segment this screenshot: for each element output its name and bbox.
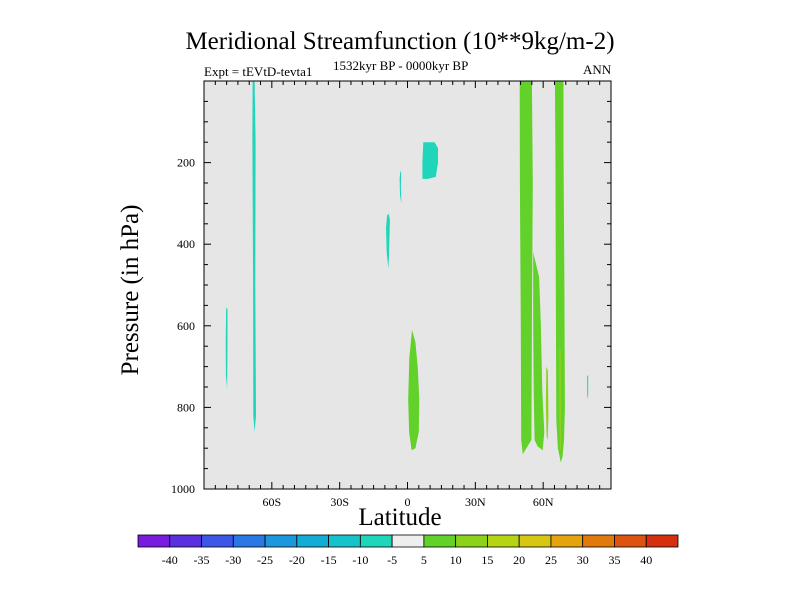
colorbar-swatch [359,534,393,548]
y-tick-label: 1000 [171,482,195,496]
colorbar-swatch [232,534,266,548]
y-tick-label: 400 [177,237,195,251]
colorbar-swatch [550,534,584,548]
colorbar-label: -5 [387,553,397,567]
colorbar-swatch [296,534,329,548]
cell-pos-67N-core [559,346,562,453]
colorbar-swatch [423,534,457,548]
x-tick-label: 0 [405,495,411,509]
cell-neg-8S [386,213,390,269]
colorbar-swatch [614,534,647,548]
colorbar-label: 35 [608,553,620,567]
colorbar-label: -10 [352,553,368,567]
experiment-label: Expt = tEVtD-tevta1 [204,64,313,79]
contour-regions [225,81,589,463]
colorbar-label: 5 [421,553,427,567]
colorbar-label: 30 [577,553,589,567]
x-tick-label: 30N [465,495,486,509]
cell-neg-65S-column [252,81,256,432]
axis-ticks: 60S 30S 0 30N 60N 200 400 600 800 1000 [171,81,611,509]
cell-neg-10N-upper [422,142,438,179]
colorbar-swatch [391,534,425,548]
y-tick-label: 800 [177,400,195,414]
cell-pos-60N-column [533,252,545,451]
colorbar-swatch [264,534,298,548]
colorbar-label: -25 [257,553,273,567]
colorbar-swatch [169,534,202,548]
colorbar-label: 15 [481,553,493,567]
cell-pos-3N [408,329,420,451]
cell-pos-80N-sliver [587,374,589,400]
x-tick-label: 60S [262,495,281,509]
period-label: 1532kyr BP - 0000kyr BP [333,58,469,73]
colorbar-swatch [201,534,234,548]
cell-pos-67N-column [554,81,565,463]
colorbar-label: -30 [225,553,241,567]
colorbar-swatch [518,534,552,548]
colorbar-swatch [328,534,361,548]
colorbar-swatch [137,534,171,548]
colorbar-swatch [582,534,615,548]
cell-pos-62N-core [545,366,549,440]
y-tick-label: 600 [177,319,195,333]
colorbar-swatch [645,534,679,548]
cell-pos-50N-column [519,81,533,455]
colorbar-label: -15 [321,553,337,567]
cell-neg-3S [399,170,402,204]
season-label: ANN [583,62,612,77]
chart-title: Meridional Streamfunction (10**9kg/m-2) [185,28,615,55]
colorbar-label: -20 [289,553,305,567]
x-tick-label: 30S [330,495,349,509]
colorbar-swatch [487,534,520,548]
colorbar-swatch [455,534,488,548]
colorbar-label: -35 [194,553,210,567]
x-axis-label: Latitude [358,504,442,531]
colorbar-label: 25 [545,553,557,567]
colorbar-label: 10 [450,553,462,567]
colorbar-label: 20 [513,553,525,567]
colorbar-label: 40 [640,553,652,567]
colorbar: -40 -35 -30 -25 -20 -15 -10 -5 5 10 15 20 25 30 35 40 [137,534,679,567]
colorbar-label: -40 [162,553,178,567]
cell-neg-80S-small [225,307,228,389]
plot-background [204,81,611,489]
x-tick-label: 60N [533,495,554,509]
y-tick-label: 200 [177,156,195,170]
